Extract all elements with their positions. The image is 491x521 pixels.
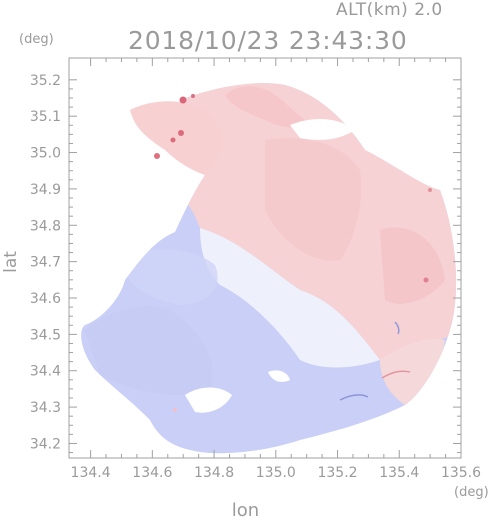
lat-tick-labels: 35.2 35.1 35.0 34.9 34.8 34.7 34.6 34.5 34.4 34.3… [30,73,61,453]
lon-tick-label: 134.4 [71,465,111,481]
lat-unit-label: (deg) [19,32,54,47]
lat-tick-label: 34.4 [30,364,61,380]
echo-field [81,83,457,454]
lon-tick-label: 134.6 [132,465,172,481]
lat-tick-label: 35.1 [30,109,61,125]
neutral-band [200,228,380,368]
lat-tick-label: 34.6 [30,291,61,307]
lon-tick-label: 135.2 [317,465,357,481]
lat-tick-label: 34.2 [30,436,61,452]
gap-north [290,118,355,140]
lon-tick-label: 134.8 [194,465,234,481]
lon-tick-labels: 134.4 134.6 134.8 135.0 135.2 135.4 135.6 [71,465,482,481]
lon-tick-label: 135.4 [379,465,419,481]
lat-tick-label: 34.8 [30,218,61,234]
lat-tick-label: 35.2 [30,73,61,89]
strong-echo-spot [179,96,187,104]
lat-tick-label: 34.5 [30,327,61,343]
lat-tick-label: 34.7 [30,255,61,271]
lat-tick-label: 34.9 [30,182,61,198]
north-echo [225,86,315,128]
lon-axis-title: lon [231,500,260,521]
lat-tick-label: 35.0 [30,146,61,162]
lon-tick-label: 135.0 [256,465,296,481]
timestamp-title: 2018/10/23 23:43:30 [128,26,408,55]
gap-south [185,387,232,413]
lon-unit-label: (deg) [454,485,489,500]
plot-frame [68,57,462,459]
northwest-echo [130,101,223,175]
altitude-label: ALT(km) 2.0 [336,0,443,20]
lat-tick-label: 34.3 [30,400,61,416]
lon-tick-label: 135.6 [441,465,481,481]
axis-ticks [69,58,462,458]
